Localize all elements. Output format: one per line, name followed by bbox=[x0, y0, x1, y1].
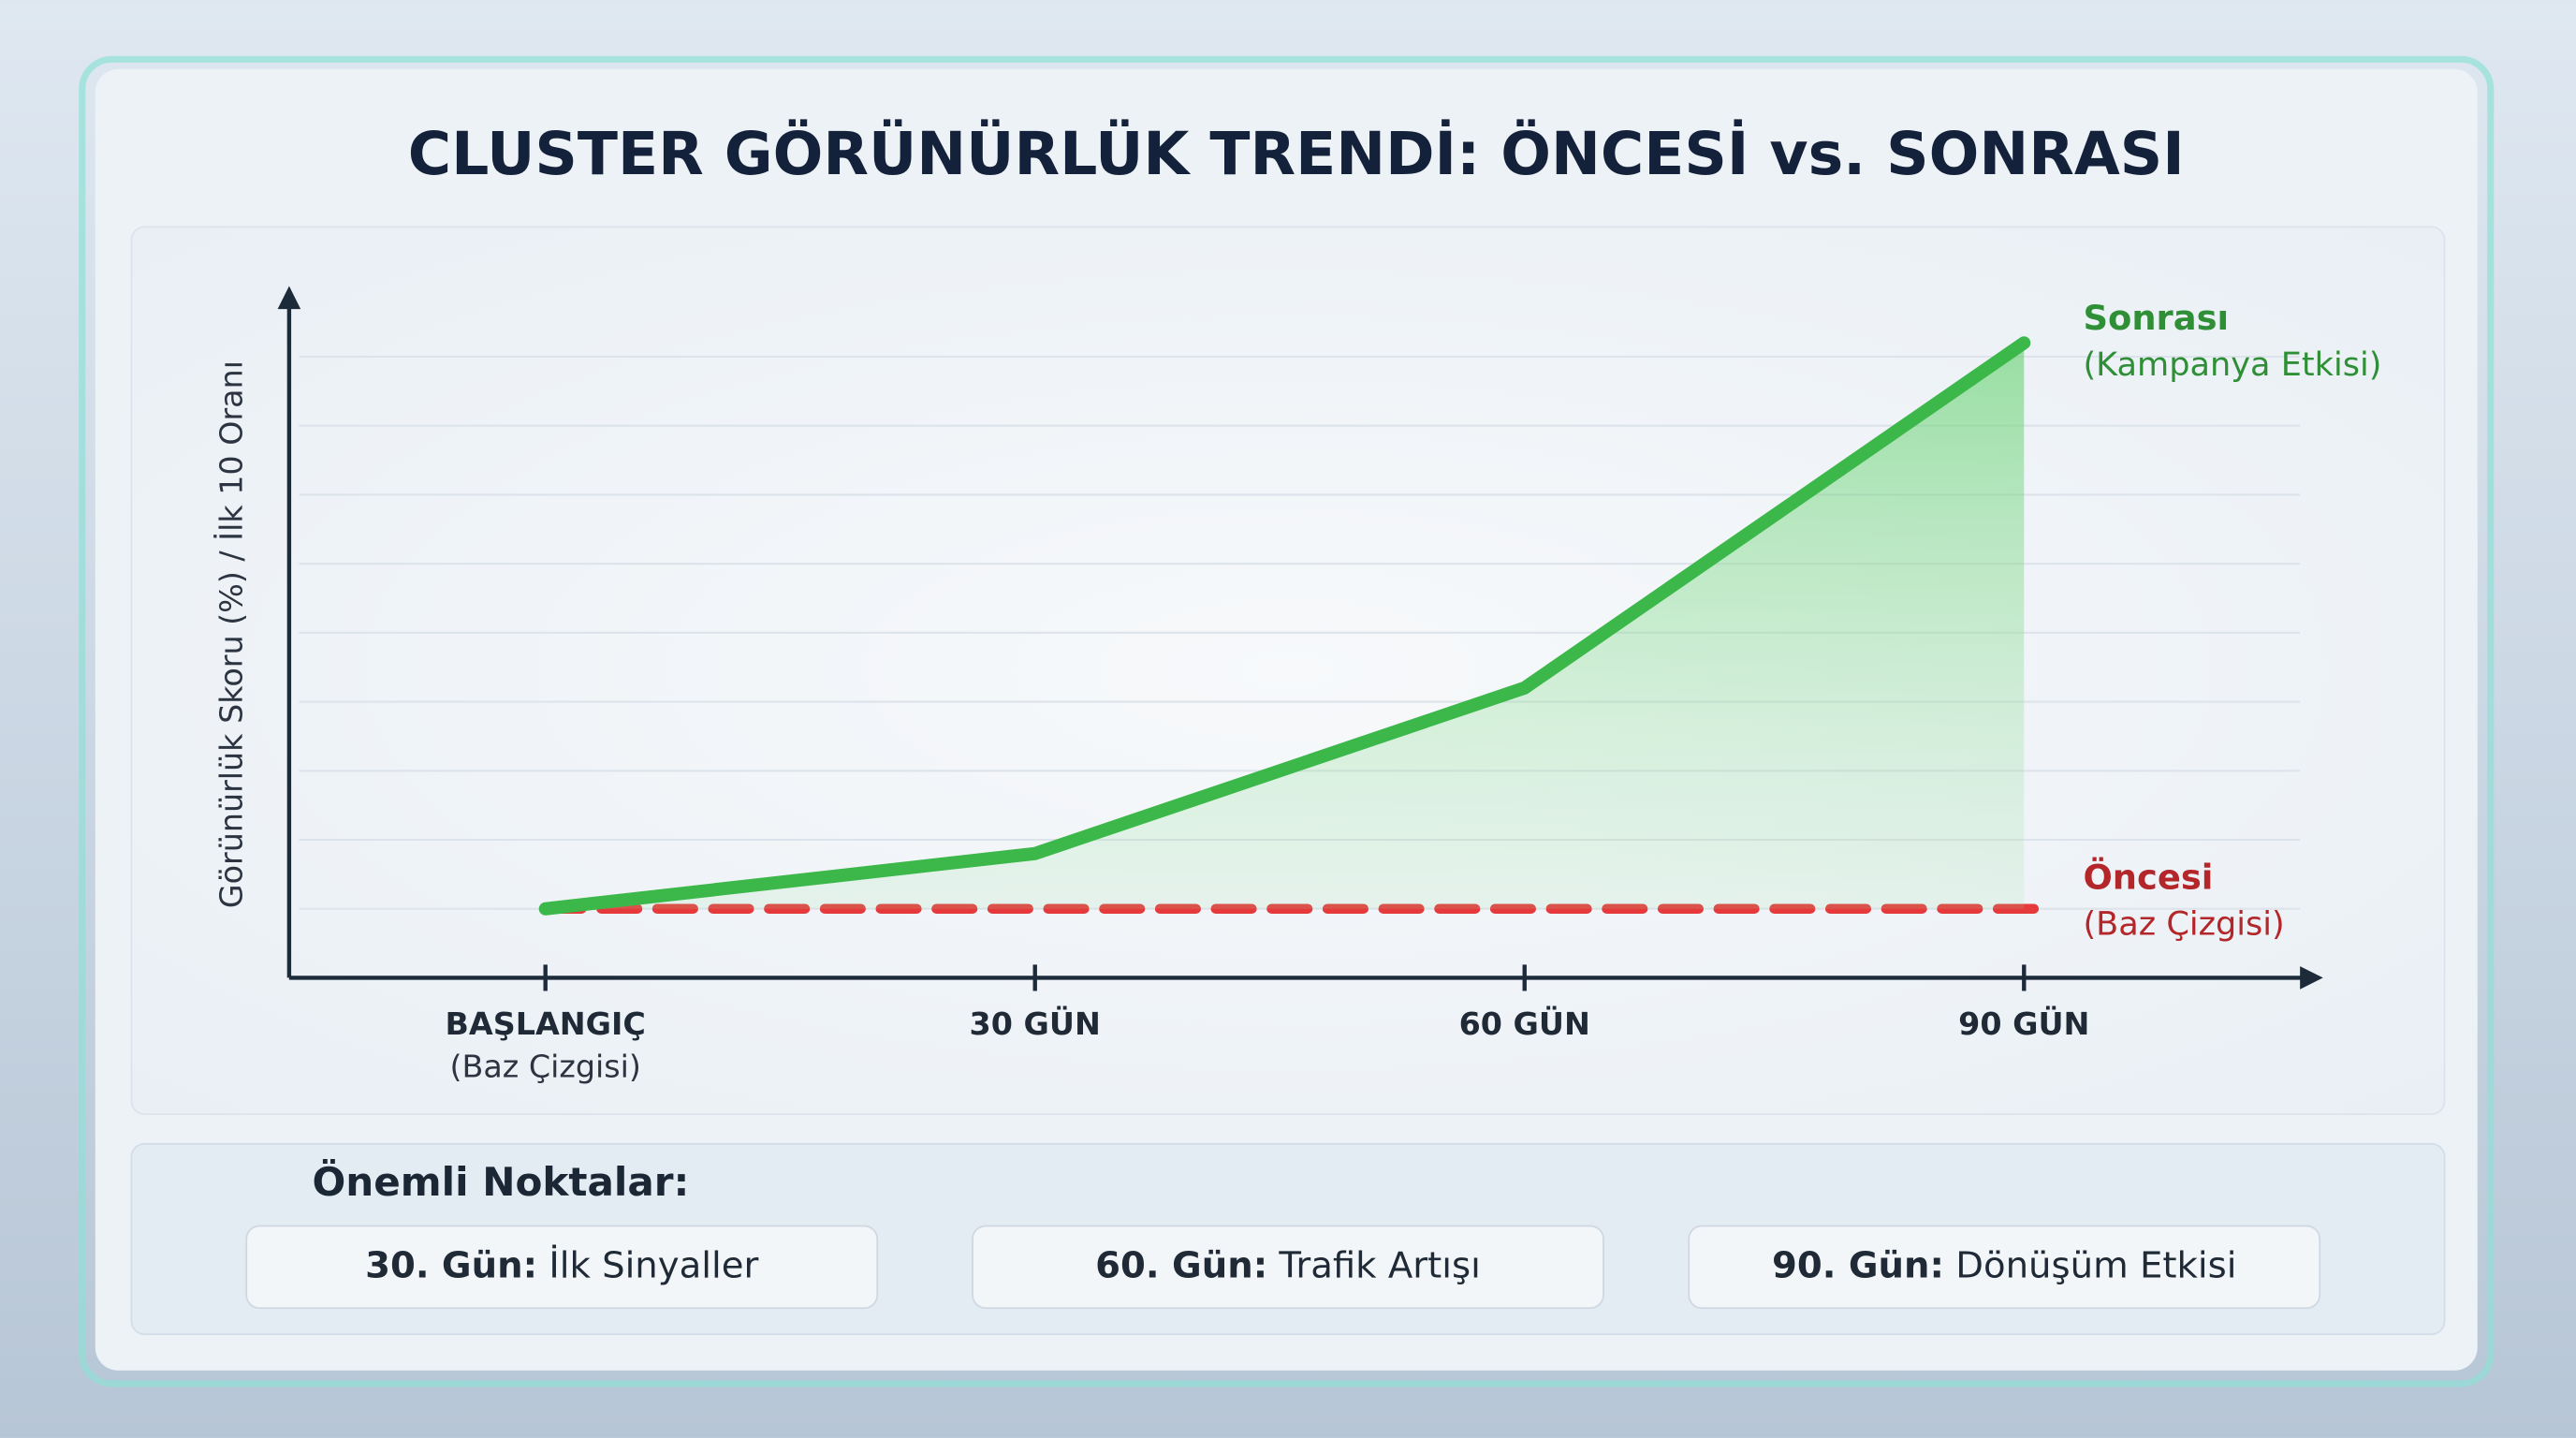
key-point: 90. Gün: Dönüşüm Etkisi bbox=[1772, 1244, 2236, 1286]
key-point-text: Dönüşüm Etkisi bbox=[1955, 1244, 2236, 1286]
x-tick-label: 90 GÜN bbox=[1958, 1005, 2089, 1042]
chart-title: CLUSTER GÖRÜNÜRLÜK TRENDİ: ÖNCESİ vs. SO… bbox=[408, 118, 2185, 188]
key-points-title: Önemli Noktalar: bbox=[312, 1158, 689, 1205]
key-point-label: 90. Gün: bbox=[1772, 1244, 1944, 1286]
key-point-box bbox=[245, 1225, 879, 1310]
key-point-text: İlk Sinyaller bbox=[549, 1243, 758, 1286]
series-label: Sonrası bbox=[2083, 298, 2229, 338]
line bbox=[538, 336, 2031, 916]
x-tick-label: BAŞLANGIÇ bbox=[446, 1005, 646, 1042]
key-points: 30. Gün: İlk Sinyaller 60. Gün: Trafik Ar… bbox=[245, 1225, 2321, 1310]
series-note: (Baz Çizgisi) bbox=[2083, 904, 2284, 943]
key-point-box bbox=[972, 1225, 1604, 1310]
series-label: Öncesi bbox=[2083, 857, 2213, 898]
y-axis-label: Görünürlük Skoru (%) / İlk 10 Oranı bbox=[213, 360, 250, 908]
x-tick-label: 60 GÜN bbox=[1459, 1005, 1590, 1042]
x-tick-label: 30 GÜN bbox=[970, 1005, 1101, 1042]
x-tick-sublabel: (Baz Çizgisi) bbox=[449, 1048, 640, 1084]
x-axis-arrow bbox=[2300, 966, 2323, 990]
key-point-label: 30. Gün: bbox=[365, 1244, 537, 1286]
card-glow bbox=[79, 55, 2495, 1387]
key-point-label: 60. Gün: bbox=[1095, 1244, 1267, 1286]
area bbox=[545, 343, 2025, 909]
key-point: 60. Gün: Trafik Artışı bbox=[1095, 1244, 1481, 1286]
key-point-text: Trafik Artışı bbox=[1278, 1244, 1480, 1286]
key-point: 30. Gün: İlk Sinyaller bbox=[365, 1243, 758, 1286]
plot: BAŞLANGIÇ (Baz Çizgisi) 30 GÜN 60 GÜN 90 GÜN… bbox=[277, 286, 2381, 1084]
series-note: (Kampanya Etkisi) bbox=[2083, 345, 2381, 384]
key-point-box bbox=[1688, 1225, 2321, 1310]
y-axis-arrow bbox=[277, 286, 301, 310]
